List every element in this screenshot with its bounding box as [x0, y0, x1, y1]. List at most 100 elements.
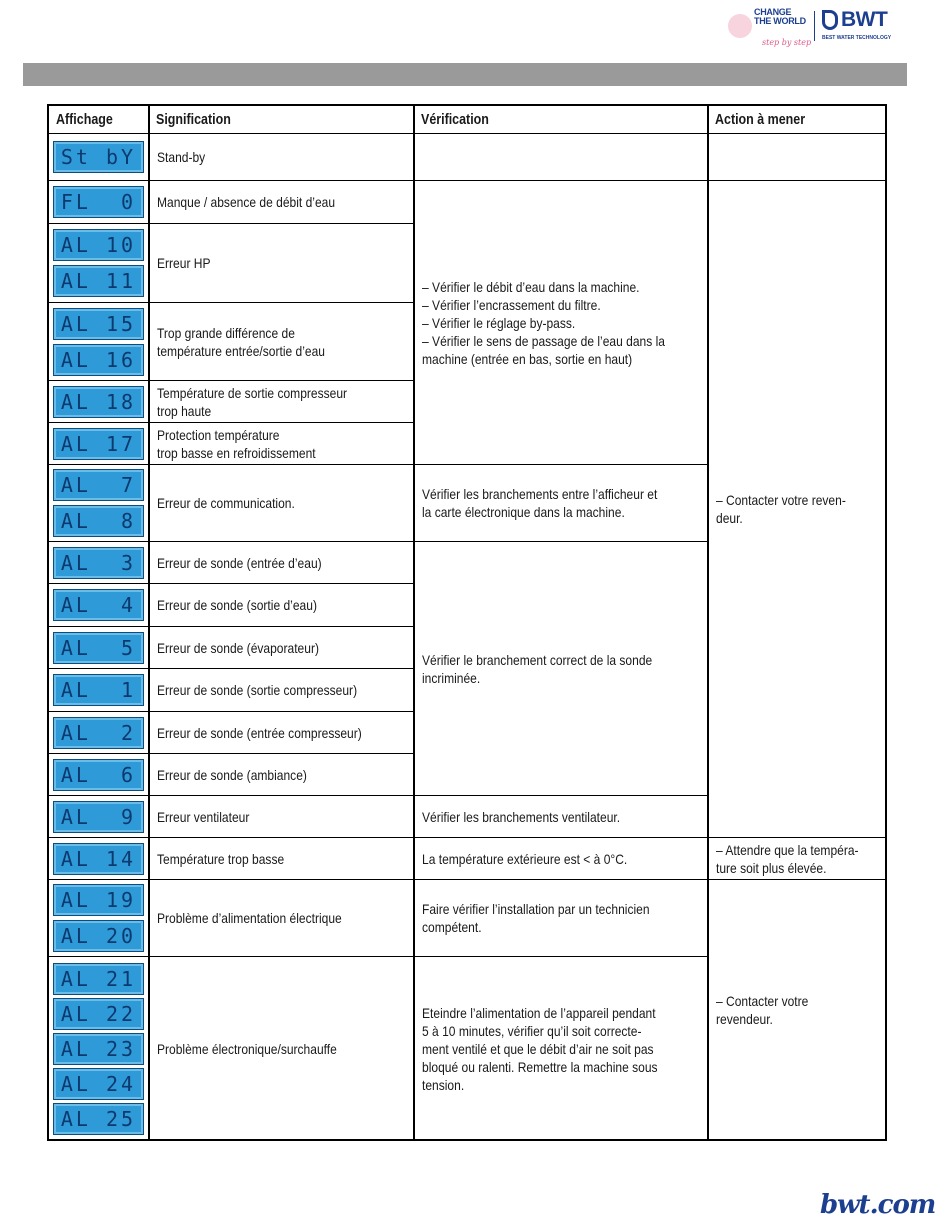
meaning-cell-text: Erreur de sonde (sortie compresseur) — [157, 682, 358, 698]
lcd-display: AL 21 — [53, 962, 144, 995]
campaign-logo-text: CHANGE THE WORLD — [754, 7, 806, 26]
lcd-display: AL 17 — [53, 427, 144, 460]
meaning-cell-text: Problème électronique/surchauffe — [157, 1040, 337, 1057]
verification-cell-text: Faire vérifier l’installation par un tec… — [422, 901, 650, 935]
header-verification: Vérification — [414, 106, 708, 134]
action-cell-text: – Contacter votre revendeur. — [716, 993, 809, 1027]
lcd-display: AL 24 — [53, 1067, 144, 1100]
campaign-tagline: step by step — [762, 38, 812, 47]
lcd-display: AL 7 — [53, 469, 144, 501]
lcd-display: FL 0 — [53, 186, 144, 218]
display-cell: St bY — [49, 134, 148, 181]
lcd-display: AL 23 — [53, 1032, 144, 1065]
verification-cell: Vérifier le branchement correct de la so… — [415, 542, 707, 796]
verification-cell — [415, 134, 707, 181]
lcd-display: AL 18 — [53, 385, 144, 418]
action-cell-text: – Attendre que la tempéra- ture soit plu… — [716, 841, 859, 876]
action-cell: – Contacter votre reven- deur. — [709, 181, 886, 838]
lcd-display: AL 6 — [53, 758, 144, 791]
display-cell: AL 2 — [49, 712, 148, 754]
lcd-display: AL 15 — [53, 307, 144, 340]
header-signification: Signification — [149, 106, 414, 134]
display-cell: AL 14 — [49, 838, 148, 880]
lcd-display: AL 3 — [53, 546, 144, 579]
meaning-cell: Erreur ventilateur — [150, 796, 413, 838]
section-header-bar — [23, 63, 907, 86]
display-cell: AL 5 — [49, 627, 148, 669]
meaning-cell: Protection température trop basse en ref… — [150, 423, 413, 465]
meaning-cell: Erreur de sonde (évaporateur) — [150, 627, 413, 669]
lcd-display: AL 2 — [53, 716, 144, 749]
lcd-display: AL 22 — [53, 997, 144, 1030]
verification-cell: Vérifier les branchements entre l’affich… — [415, 465, 707, 542]
lcd-display: St bY — [53, 141, 144, 173]
bwt-tagline: BEST WATER TECHNOLOGY — [822, 35, 892, 41]
meaning-cell: Température trop basse — [150, 838, 413, 880]
logo-divider — [814, 11, 815, 41]
lcd-display: AL 9 — [53, 800, 144, 833]
footer-url: bwt.com — [820, 1190, 936, 1220]
display-cell: AL 15 AL 16 — [49, 303, 148, 381]
lcd-display: AL 16 — [53, 343, 144, 376]
lcd-display: AL 1 — [53, 674, 144, 706]
verification-cell-text: Vérifier le branchement correct de la so… — [422, 651, 653, 686]
meaning-cell: Erreur de sonde (sortie compresseur) — [150, 669, 413, 712]
display-cell: AL 21 AL 22 AL 23 AL 24 AL 25 — [49, 957, 148, 1141]
column-divider — [413, 106, 415, 1139]
meaning-cell: Erreur de communication. — [150, 465, 413, 542]
verification-cell-text: Vérifier les branchements ventilateur. — [422, 808, 621, 825]
meaning-cell: Manque / absence de débit d’eau — [150, 181, 413, 224]
verification-cell: La température extérieure est < à 0°C. — [415, 838, 707, 880]
bwt-logo: BWT BEST WATER TECHNOLOGY — [822, 9, 897, 45]
display-cell: AL 9 — [49, 796, 148, 838]
action-cell: – Contacter votre revendeur. — [709, 880, 886, 1141]
header-action: Action à mener — [708, 106, 886, 134]
meaning-cell-text: Température de sortie compresseur trop h… — [157, 384, 348, 419]
meaning-cell: Erreur de sonde (ambiance) — [150, 754, 413, 796]
column-divider — [707, 106, 709, 1139]
action-cell — [709, 134, 886, 181]
verification-cell-text: La température extérieure est < à 0°C. — [422, 850, 628, 867]
meaning-cell-text: Stand-by — [157, 149, 206, 165]
meaning-cell: Erreur de sonde (entrée d’eau) — [150, 542, 413, 584]
display-cell: AL 3 — [49, 542, 148, 584]
meaning-cell-text: Protection température trop basse en ref… — [157, 426, 316, 461]
verification-cell-text: – Vérifier le débit d’eau dans la machin… — [422, 278, 665, 367]
meaning-cell-text: Erreur de sonde (sortie d’eau) — [157, 597, 317, 613]
meaning-cell-text: Température trop basse — [157, 850, 285, 867]
verification-cell: Faire vérifier l’installation par un tec… — [415, 880, 707, 957]
lcd-display: AL 10 — [53, 229, 144, 261]
verification-cell-text: Eteindre l’alimentation de l’appareil pe… — [422, 1004, 658, 1093]
header-underline — [49, 106, 886, 134]
error-code-table: Affichage Signification Vérification Action… — [47, 104, 887, 1141]
display-cell: AL 19 AL 20 — [49, 880, 148, 957]
lcd-display: AL 4 — [53, 589, 144, 621]
display-cell: AL 10 AL 11 — [49, 224, 148, 303]
meaning-cell: Erreur HP — [150, 224, 413, 303]
meaning-cell-text: Erreur de communication. — [157, 495, 295, 511]
lcd-display: AL 20 — [53, 920, 144, 952]
display-cell: AL 17 — [49, 423, 148, 465]
display-cell: AL 18 — [49, 381, 148, 423]
header-verification-text: Vérification — [421, 112, 489, 128]
verification-cell: Eteindre l’alimentation de l’appareil pe… — [415, 957, 707, 1141]
action-cell-text: – Contacter votre reven- deur. — [716, 492, 846, 526]
display-cell: AL 4 — [49, 584, 148, 627]
verification-cell: – Vérifier le débit d’eau dans la machin… — [415, 181, 707, 465]
lcd-display: AL 8 — [53, 505, 144, 537]
header-affichage: Affichage — [49, 106, 149, 134]
meaning-cell-text: Erreur ventilateur — [157, 808, 250, 825]
meaning-cell: Stand-by — [150, 134, 413, 181]
header-action-text: Action à mener — [715, 112, 806, 128]
meaning-cell-text: Trop grande différence de température en… — [157, 324, 325, 359]
verification-cell: Vérifier les branchements ventilateur. — [415, 796, 707, 838]
column-divider — [148, 106, 150, 1139]
lcd-display: AL 25 — [53, 1102, 144, 1135]
meaning-cell-text: Erreur de sonde (ambiance) — [157, 766, 307, 783]
meaning-cell-text: Erreur de sonde (évaporateur) — [157, 639, 319, 656]
change-the-world-logo: CHANGE THE WORLD step by step — [728, 8, 812, 52]
lcd-display: AL 5 — [53, 631, 144, 664]
meaning-cell-text: Erreur de sonde (entrée compresseur) — [157, 724, 362, 741]
verification-cell-text: Vérifier les branchements entre l’affich… — [422, 486, 658, 520]
meaning-cell: Problème électronique/surchauffe — [150, 957, 413, 1141]
